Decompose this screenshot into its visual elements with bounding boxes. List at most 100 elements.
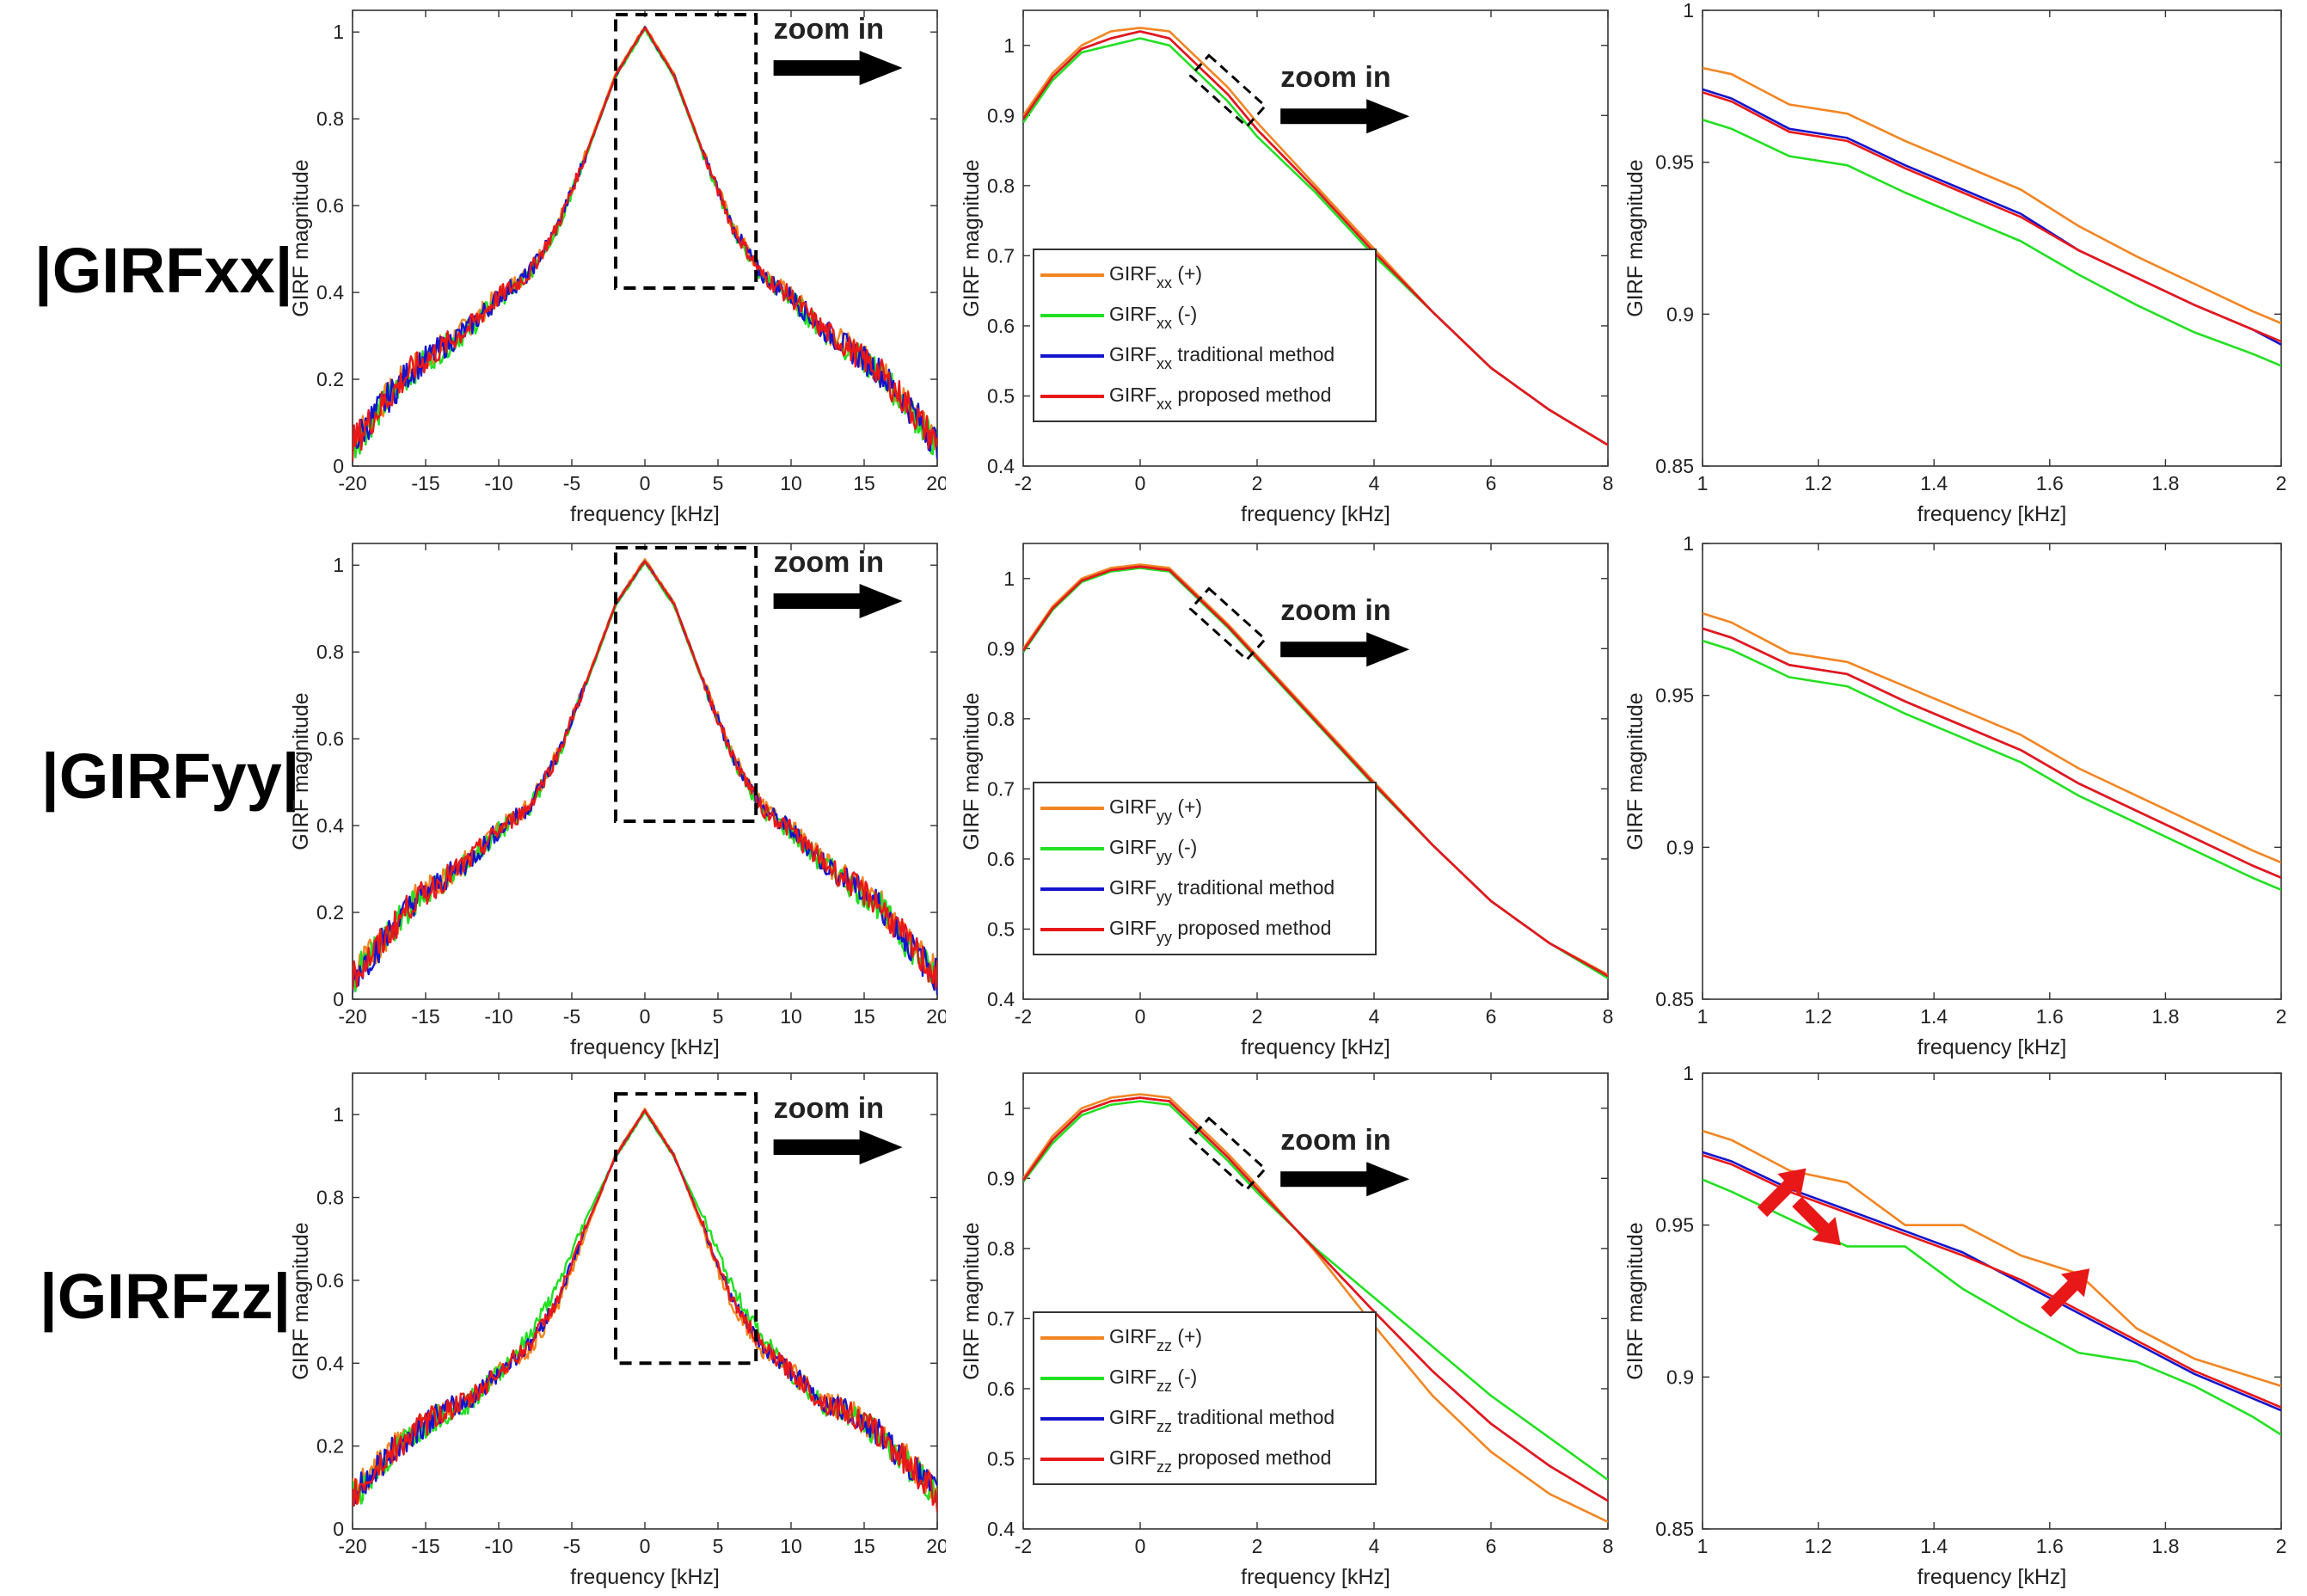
legend-box <box>1033 782 1377 955</box>
x-tick-label: -10 <box>484 1535 512 1557</box>
y-tick-label: 0.4 <box>316 1352 344 1374</box>
legend-label-sub: xx <box>1157 355 1172 372</box>
series-line-4 <box>1023 565 1608 978</box>
plot-area <box>1702 9 2282 467</box>
legend: GIRFyy (+)GIRFyy (-)GIRFyy traditional m… <box>1033 782 1377 955</box>
zoom-arrow <box>773 51 903 86</box>
y-tick-label: 0.85 <box>1655 455 1694 477</box>
y-axis-label: GIRF magnitude <box>1623 159 1647 316</box>
y-tick-label: 1 <box>1003 1097 1015 1120</box>
x-tick-label: 0 <box>1135 472 1146 494</box>
row-label-xx: |GIRFxx| <box>34 235 293 306</box>
x-tick-label: 1.4 <box>1920 472 1948 494</box>
zoom-box <box>1188 1116 1267 1192</box>
y-tick-label: 0.4 <box>987 1518 1015 1540</box>
series-line-1 <box>1703 66 2281 325</box>
chart-svg-zz-zoom: 1 1.2 1.4 1.6 1.8 2 0.85 0.9 0.95 1 frequency [kHz… <box>1623 1063 2286 1589</box>
x-tick-label: 1.2 <box>1805 1535 1832 1557</box>
series-group <box>353 557 937 995</box>
x-tick-label: 0 <box>640 1005 651 1028</box>
legend-label-base: GIRF <box>1109 343 1157 365</box>
legend-label: GIRFyy (+) <box>1109 795 1202 825</box>
legend-label-suffix: (+) <box>1172 795 1202 818</box>
x-tick-label: 1.8 <box>2151 472 2179 494</box>
y-tick-label: 0.95 <box>1655 151 1694 174</box>
legend-label-sub: xx <box>1157 396 1172 413</box>
x-tick-label: 1.6 <box>2036 1535 2064 1557</box>
chart-svg-xx-zoom: 1 1.2 1.4 1.6 1.8 2 0.85 0.9 0.95 1 frequency [kHz… <box>1623 0 2286 526</box>
series-group <box>353 1108 937 1513</box>
legend-label-sub: yy <box>1157 807 1172 825</box>
x-tick-label: 0 <box>640 472 651 494</box>
series-line-2 <box>1703 639 2281 891</box>
series-line-4 <box>1023 1096 1608 1502</box>
x-tick-label: 20 <box>926 1005 946 1028</box>
zoom-in-label: zoom in <box>774 13 884 46</box>
y-tick-label: 1 <box>333 21 344 43</box>
x-tick-label: 1.4 <box>1920 1005 1948 1028</box>
legend-label-sub: yy <box>1157 929 1172 946</box>
x-tick-label: -5 <box>563 1005 580 1028</box>
zoom-arrow-shaft <box>773 60 864 77</box>
y-tick-label: 0.8 <box>987 175 1015 197</box>
legend-label-base: GIRF <box>1109 384 1157 406</box>
chart-svg-yy-mid: -2 0 2 4 6 8 0.4 0.5 0.6 0.7 0.8 0.9 1 frequency [kHz… <box>960 543 1613 1059</box>
y-tick-label: 0.95 <box>1655 684 1694 707</box>
series-line-2 <box>1703 1178 2281 1436</box>
x-tick-label: 2 <box>1252 472 1263 494</box>
y-tick-label: 0.6 <box>316 1269 344 1292</box>
legend: GIRFxx (+)GIRFxx (-)GIRFxx traditional m… <box>1033 249 1377 422</box>
y-tick-label: 0.6 <box>987 1378 1015 1400</box>
x-tick-label: 15 <box>853 472 875 494</box>
chart-panel-yy-zoom: 1 1.2 1.4 1.6 1.8 2 0.85 0.9 0.95 1 frequency [kHz… <box>1617 533 2307 1066</box>
zoom-arrow-shaft <box>773 593 864 610</box>
plot-area <box>1702 543 2282 1000</box>
legend-label: GIRFxx (+) <box>1109 262 1202 292</box>
y-tick-label: 0.85 <box>1655 988 1694 1010</box>
y-tick-label: 0.8 <box>316 107 344 130</box>
zoom-arrow <box>1280 632 1410 667</box>
red-arrow-annotation <box>1757 1168 1807 1218</box>
zoom-arrow <box>1280 1162 1410 1197</box>
y-axis-label: GIRF magnitude <box>289 159 313 316</box>
legend-box <box>1033 249 1377 422</box>
y-tick-label: 1 <box>1683 1063 1694 1084</box>
y-tick-label: 0.9 <box>1666 303 1694 325</box>
y-tick-label: 0.95 <box>1655 1214 1694 1237</box>
x-tick-label: 8 <box>1603 1535 1614 1557</box>
series-group <box>353 25 937 462</box>
y-axis-label: GIRF magnitude <box>1623 692 1647 850</box>
x-tick-label: 2 <box>2276 1005 2287 1028</box>
zoom-arrow-shaft <box>1280 108 1371 125</box>
legend-label: GIRFzz (+) <box>1109 1325 1202 1354</box>
legend-label-suffix: proposed method <box>1172 384 1331 406</box>
y-tick-label: 0.7 <box>987 777 1015 800</box>
x-tick-label: 5 <box>713 1005 724 1028</box>
x-tick-label: 1.2 <box>1805 472 1832 494</box>
legend-box <box>1033 1311 1377 1485</box>
x-tick-label: 5 <box>713 1535 724 1557</box>
plot-area <box>352 9 938 467</box>
row-label-yy: |GIRFyy| <box>41 740 300 812</box>
legend-label-suffix: (+) <box>1172 262 1202 285</box>
legend-label: GIRFxx (-) <box>1109 303 1197 332</box>
x-tick-label: -10 <box>484 1005 512 1028</box>
zoom-in-label: zoom in <box>1280 1124 1390 1157</box>
x-axis-label: frequency [kHz] <box>1917 1565 2067 1589</box>
y-tick-label: 0.6 <box>316 194 344 217</box>
y-tick-label: 0.4 <box>987 988 1015 1010</box>
x-tick-label: 1.8 <box>2151 1535 2179 1557</box>
y-axis-label: GIRF magnitude <box>960 159 984 316</box>
x-tick-label: 6 <box>1486 1535 1497 1557</box>
x-tick-label: 20 <box>926 1535 946 1557</box>
chart-svg-yy-full: -20 -15 -10 -5 0 5 10 15 20 0 0.2 0.4 0.6 0.8 1 frequen… <box>289 543 946 1059</box>
x-tick-label: 2 <box>1252 1005 1263 1028</box>
series-group <box>1703 612 2281 891</box>
zoom-arrow-shaft <box>1280 1171 1371 1188</box>
x-tick-label: 20 <box>926 472 946 494</box>
legend-label-base: GIRF <box>1109 917 1157 939</box>
legend-label: GIRFyy proposed method <box>1109 917 1331 946</box>
legend-label-suffix: proposed method <box>1172 1446 1331 1469</box>
chart-panel-xx-mid: -2 0 2 4 6 8 0.4 0.5 0.6 0.7 0.8 0.9 1 frequency [kHz… <box>946 0 1617 533</box>
